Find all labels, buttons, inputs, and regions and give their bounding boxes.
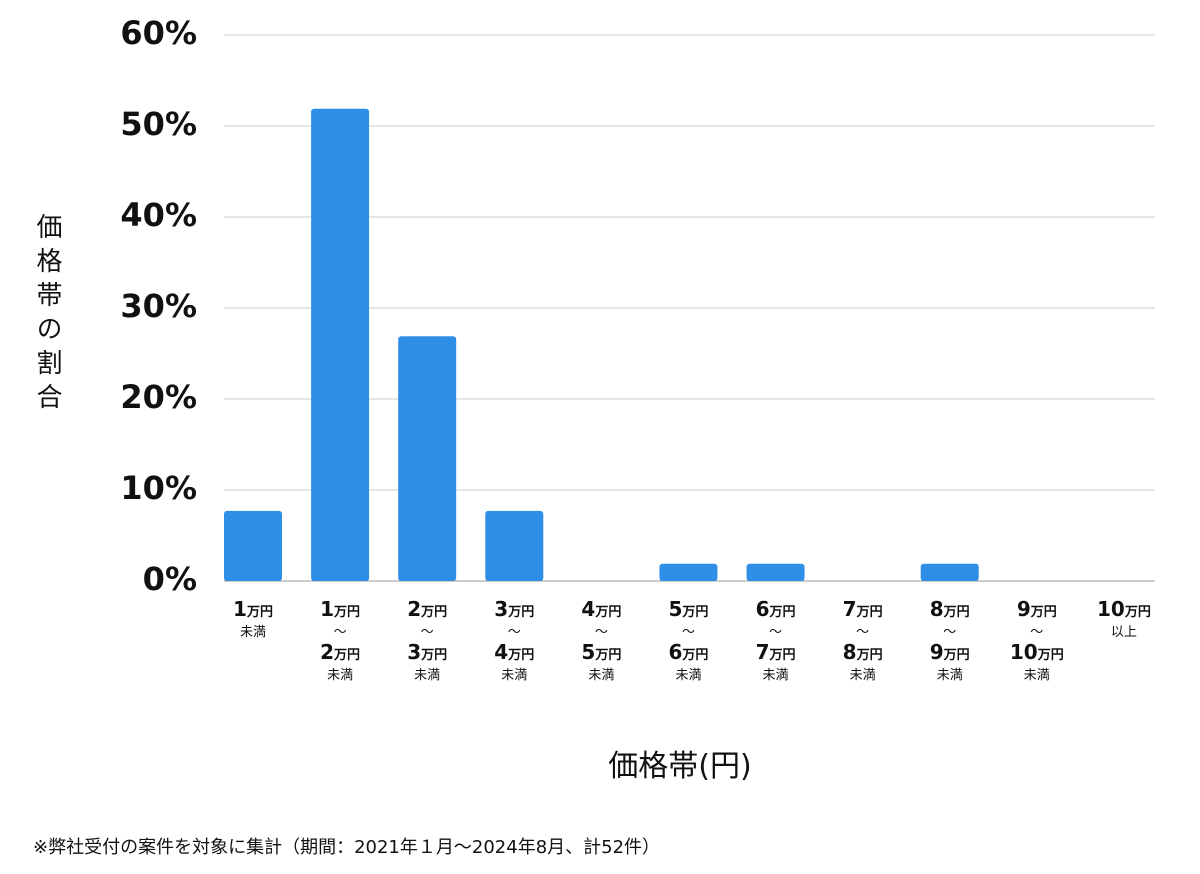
bar <box>746 563 805 581</box>
footnote: ※弊社受付の案件を対象に集計（期間：2021年１月〜2024年8月、計52件） <box>33 837 660 858</box>
y-tick-label: 30% <box>120 287 197 325</box>
x-tick-label: 5万円〜 6万円未満 <box>668 597 708 683</box>
y-tick-label: 40% <box>120 196 197 234</box>
x-tick-label: 6万円〜 7万円未満 <box>756 597 796 683</box>
x-tick-label: 4万円〜 5万円未満 <box>581 597 621 683</box>
bar <box>311 108 370 582</box>
x-tick-label: 10万円以上 <box>1097 597 1151 640</box>
bar <box>920 563 979 581</box>
x-tick-label: 1万円〜 2万円未満 <box>320 597 360 683</box>
x-axis-title: 価格帯(円) <box>608 749 751 784</box>
y-tick-label: 10% <box>120 469 197 507</box>
y-tick-label: 0% <box>143 560 197 598</box>
x-tick-label: 3万円〜 4万円未満 <box>494 597 534 683</box>
bar <box>659 563 718 581</box>
y-tick-label: 60% <box>120 14 197 52</box>
y-axis-title: 価格帯の割合 <box>32 213 62 417</box>
y-tick-label: 20% <box>120 378 197 416</box>
bar <box>485 510 544 581</box>
y-tick-label: 50% <box>120 105 197 143</box>
x-tick-label: 9万円〜 10万円未満 <box>1010 597 1064 683</box>
x-tick-label: 8万円〜 9万円未満 <box>930 597 970 683</box>
bar <box>224 510 282 581</box>
x-tick-label: 1万円未満 <box>233 597 273 640</box>
x-tick-label: 2万円〜 3万円未満 <box>407 597 447 683</box>
x-tick-label: 7万円〜 8万円未満 <box>843 597 883 683</box>
bar <box>398 336 457 581</box>
